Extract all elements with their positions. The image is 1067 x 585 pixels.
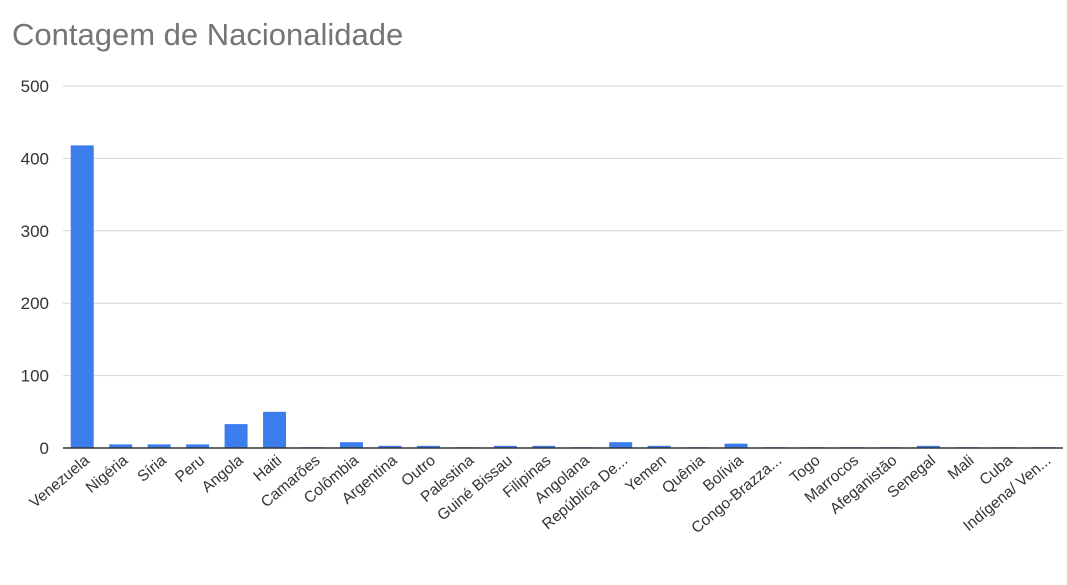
bar	[147, 444, 171, 448]
bar	[416, 445, 440, 448]
y-tick-label: 500	[21, 77, 49, 96]
y-tick-label: 100	[21, 367, 49, 386]
bar	[724, 443, 748, 448]
bar	[916, 445, 940, 448]
chart-title: Contagem de Nacionalidade	[12, 17, 403, 52]
bar	[109, 444, 133, 448]
bar	[263, 411, 287, 448]
bar	[378, 445, 402, 448]
y-tick-label: 300	[21, 222, 49, 241]
x-tick-label: Venezuela	[26, 452, 93, 512]
y-tick-label: 0	[40, 439, 49, 458]
bar	[493, 445, 517, 448]
y-tick-label: 400	[21, 149, 49, 168]
bar	[609, 442, 633, 448]
bar	[532, 445, 556, 448]
x-tick-label: Nigéria	[83, 452, 132, 497]
x-tick-label: Síria	[134, 452, 170, 486]
x-tick-label: Angola	[199, 452, 247, 496]
x-tick-label: Quênia	[659, 452, 709, 497]
bar	[224, 424, 248, 448]
bar	[70, 145, 94, 449]
bar	[186, 444, 210, 448]
y-tick-label: 200	[21, 294, 49, 313]
bar	[647, 445, 671, 448]
bar	[339, 442, 363, 448]
x-tick-label: Mali	[945, 452, 978, 483]
